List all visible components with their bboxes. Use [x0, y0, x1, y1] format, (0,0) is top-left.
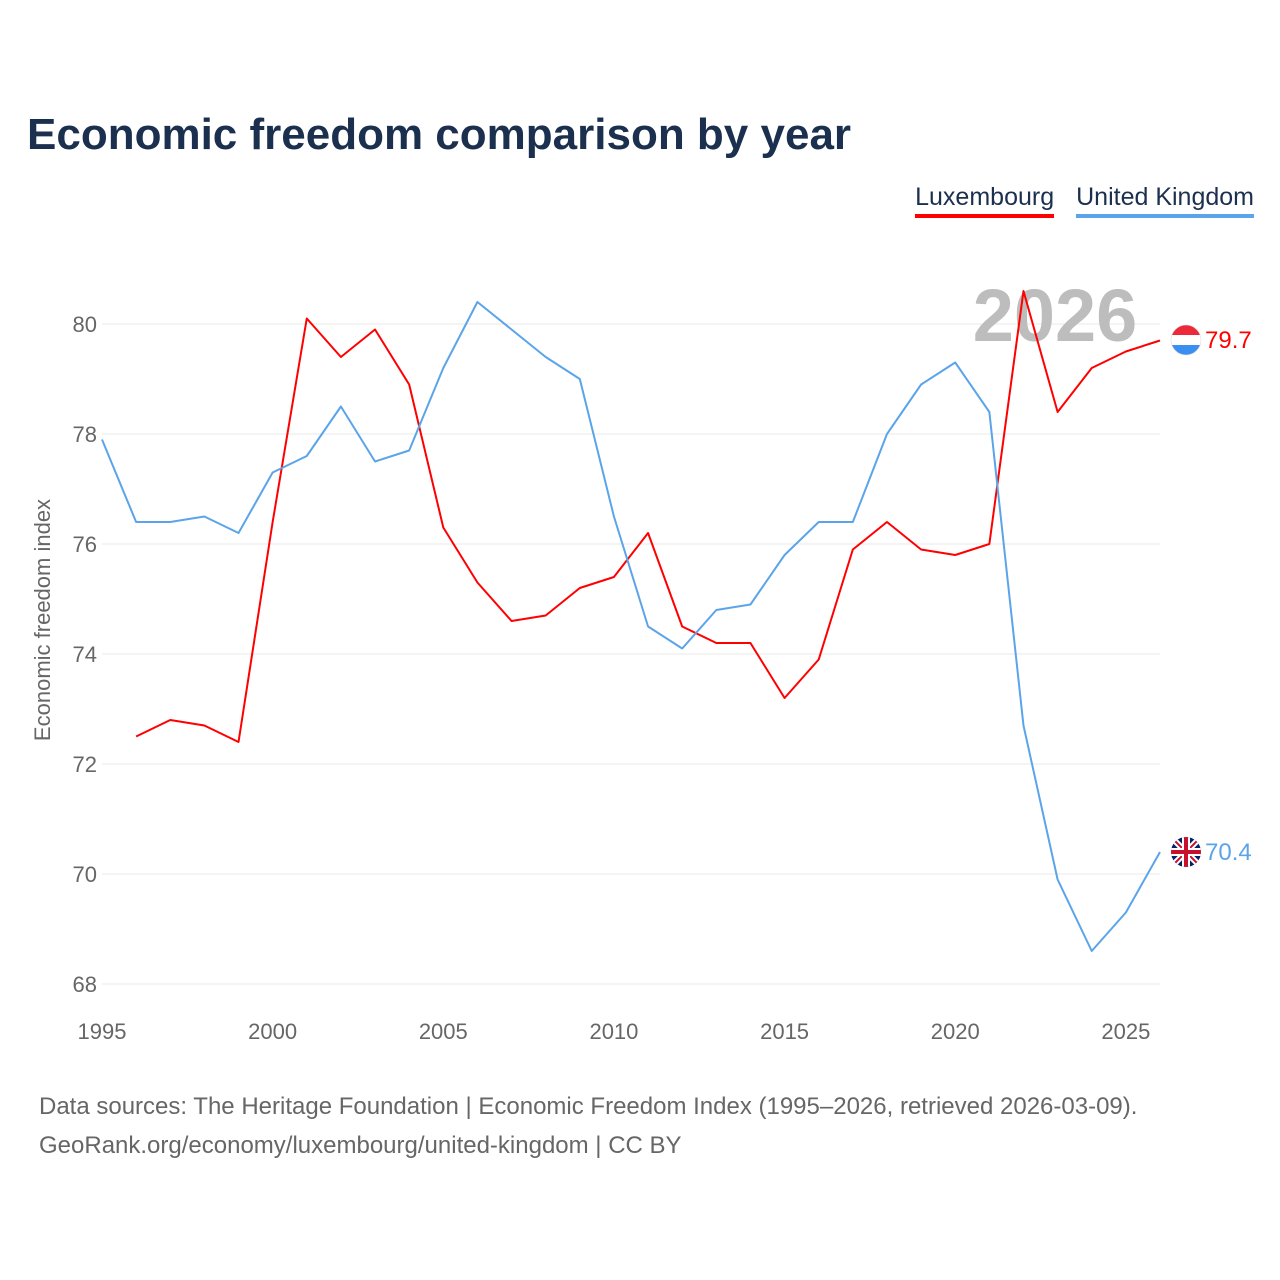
source-line-1: Data sources: The Heritage Foundation | …: [39, 1093, 1138, 1120]
y-tick-label: 74: [73, 642, 97, 667]
source-line-2[interactable]: GeoRank.org/economy/luxembourg/united-ki…: [39, 1132, 682, 1159]
x-tick-label: 2010: [589, 1019, 638, 1044]
luxembourg-flag-icon: [1170, 324, 1202, 356]
x-tick-label: 2005: [419, 1019, 468, 1044]
y-tick-label: 80: [73, 312, 97, 337]
x-tick-label: 2000: [248, 1019, 297, 1044]
luxembourg-end-label: 79.7: [1205, 327, 1252, 354]
x-tick-label: 1995: [78, 1019, 127, 1044]
legend: Luxembourg United Kingdom: [915, 183, 1254, 218]
y-tick-label: 78: [73, 422, 97, 447]
x-tick-label: 2020: [931, 1019, 980, 1044]
series-line-united-kingdom: [101, 301, 1161, 952]
legend-item-luxembourg[interactable]: Luxembourg: [915, 183, 1055, 218]
y-tick-label: 70: [73, 862, 97, 887]
y-tick-label: 76: [73, 532, 97, 557]
source-note: Data sources: The Heritage Foundation | …: [39, 1087, 1137, 1165]
series-line-luxembourg: [135, 290, 1161, 743]
y-tick-label: 68: [73, 972, 97, 997]
x-tick-label: 2025: [1101, 1019, 1150, 1044]
chart-title: Economic freedom comparison by year: [27, 110, 852, 159]
united-kingdom-flag-icon: [1171, 837, 1201, 867]
x-tick-label: 2015: [760, 1019, 809, 1044]
year-watermark: 2026: [973, 274, 1138, 357]
y-tick-label: 72: [73, 752, 97, 777]
united-kingdom-end-label: 70.4: [1205, 839, 1252, 866]
legend-item-united-kingdom[interactable]: United Kingdom: [1076, 183, 1254, 218]
y-axis-label: Economic freedom index: [30, 499, 55, 741]
